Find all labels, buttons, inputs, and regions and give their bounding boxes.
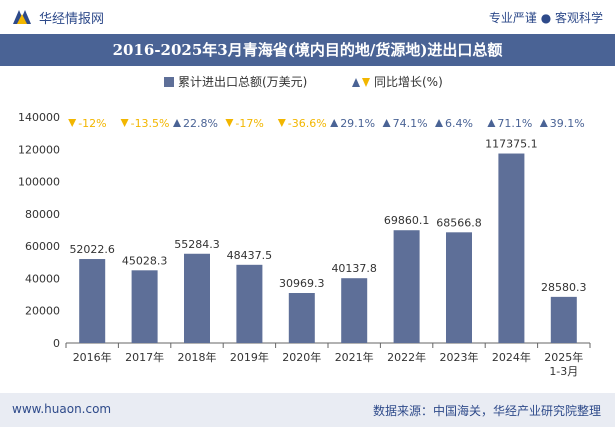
x-tick-label: 2022年	[387, 350, 426, 364]
x-tick-label: 2024年	[492, 350, 531, 364]
bar	[131, 270, 158, 343]
growth-label: 22.8%	[183, 117, 218, 130]
x-tick-label: 2021年	[335, 350, 374, 364]
bar	[79, 259, 106, 343]
x-tick-label: 2020年	[282, 350, 321, 364]
down-triangle-icon	[225, 119, 234, 127]
up-triangle-icon	[539, 119, 548, 127]
legend-bar-swatch	[164, 77, 174, 87]
down-triangle-icon	[120, 119, 129, 127]
footer: www.huaon.com 数据来源：中国海关，华经产业研究院整理	[0, 393, 615, 427]
growth-label: 71.1%	[497, 117, 532, 130]
growth-label: -17%	[235, 117, 263, 130]
bar	[550, 296, 577, 343]
legend-up-triangle-icon	[352, 78, 360, 87]
x-tick-label: 2017年	[125, 350, 164, 364]
down-triangle-icon	[68, 119, 77, 127]
bar-value-label: 117375.1	[485, 138, 538, 151]
bar	[393, 230, 420, 343]
bar-value-label: 28580.3	[541, 281, 587, 294]
x-tick-label: 2016年	[73, 350, 112, 364]
x-tick-label: 1-3月	[549, 365, 578, 378]
bar-value-label: 30969.3	[279, 277, 325, 290]
brand-name: 华经情报网	[39, 12, 105, 27]
website-link[interactable]: www.huaon.com	[12, 402, 112, 416]
up-triangle-icon	[330, 119, 339, 127]
bar	[236, 264, 263, 343]
bar	[184, 253, 210, 343]
y-tick-label: 120000	[18, 143, 60, 156]
bar-value-label: 52022.6	[69, 243, 115, 256]
bar-value-label: 68566.8	[436, 216, 482, 229]
y-tick-label: 60000	[25, 240, 60, 253]
up-triangle-icon	[487, 119, 496, 127]
legend-down-triangle-icon	[362, 78, 370, 87]
x-tick-label: 2023年	[440, 350, 479, 364]
growth-label: 74.1%	[393, 117, 428, 130]
bar-value-label: 45028.3	[122, 254, 168, 267]
bar-value-label: 69860.1	[384, 214, 430, 227]
bar	[288, 293, 315, 343]
y-tick-label: 40000	[25, 272, 60, 285]
legend-bar-label: 累计进出口总额(万美元)	[178, 75, 307, 89]
chart-title: 2016-2025年3月青海省(境内目的地/货源地)进出口总额	[0, 34, 615, 66]
growth-label: -12%	[78, 117, 106, 130]
y-tick-label: 0	[53, 337, 60, 350]
down-triangle-icon	[277, 119, 286, 127]
y-tick-label: 100000	[18, 176, 60, 189]
up-triangle-icon	[173, 119, 181, 127]
x-tick-label: 2025年	[544, 350, 583, 364]
growth-label: -13.5%	[131, 117, 170, 130]
up-triangle-icon	[382, 119, 391, 127]
growth-label: 39.1%	[550, 117, 585, 130]
bar	[446, 232, 472, 343]
data-source: 数据来源：中国海关，华经产业研究院整理	[372, 404, 601, 418]
tagline: 专业严谨 ● 客观科学	[488, 11, 603, 25]
bar	[498, 153, 525, 343]
bar-value-label: 48437.5	[227, 249, 273, 262]
y-tick-label: 20000	[25, 305, 60, 318]
bar-value-label: 40137.8	[331, 262, 377, 275]
growth-label: -36.6%	[288, 117, 327, 130]
up-triangle-icon	[435, 119, 443, 127]
legend-growth-label: 同比增长(%)	[374, 75, 443, 89]
bar	[341, 278, 368, 343]
top-bar: 华经情报网 专业严谨 ● 客观科学	[0, 0, 615, 34]
y-tick-label: 140000	[18, 111, 60, 124]
bar-value-label: 55284.3	[174, 238, 220, 251]
y-tick-label: 80000	[25, 208, 60, 221]
growth-label: 6.4%	[445, 117, 473, 130]
x-tick-label: 2019年	[230, 350, 269, 364]
x-tick-label: 2018年	[178, 350, 217, 364]
growth-label: 29.1%	[340, 117, 375, 130]
huajing-logo-icon	[13, 10, 31, 24]
